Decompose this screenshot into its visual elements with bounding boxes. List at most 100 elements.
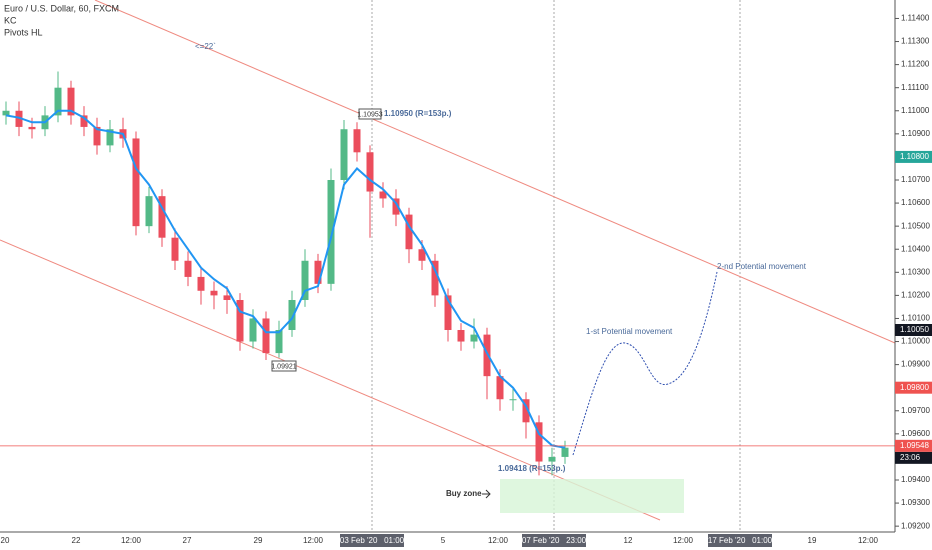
y-tick-label: 1.10400 [901, 244, 930, 253]
x-tick-label: 12:00 [303, 536, 324, 545]
price-tag-label: 1.10800 [900, 152, 929, 161]
candle-body [93, 126, 101, 146]
axes: 1.11400 1.11300 1.11200 1.11100 1.11000 1.109… [1, 14, 932, 547]
candle-body [236, 300, 244, 342]
candle-body [262, 318, 270, 354]
y-tick-label: 1.11400 [901, 14, 930, 23]
candle-body [561, 447, 569, 457]
x-tick-label: 5 [441, 536, 446, 545]
annotation: 1-st Potential movement [586, 327, 673, 336]
plot [0, 71, 895, 476]
candle-body [54, 87, 62, 116]
countdown-bg [895, 451, 932, 464]
x-tick-label: 12:00 [673, 536, 694, 545]
candle-body [379, 191, 387, 199]
candle-body [275, 330, 283, 354]
x-label-bg [708, 534, 772, 547]
candle-body [223, 295, 231, 300]
price-tag [895, 381, 932, 394]
candle-body [158, 196, 166, 238]
price-tag [895, 324, 932, 336]
annotation: <=22` [195, 42, 216, 51]
price-tag-label: 1.09800 [900, 383, 929, 392]
legend-kc: KC [4, 15, 17, 25]
candle-body [405, 214, 413, 250]
candle-body [28, 126, 36, 130]
candle-body [457, 330, 465, 342]
x-tick-label: 12 [624, 536, 633, 545]
kc-line [5, 109, 566, 449]
y-tick-label: 1.10700 [901, 175, 930, 184]
candle-body [509, 399, 517, 401]
candle-body [392, 198, 400, 215]
y-tick-label: 1.09200 [901, 521, 930, 530]
pivot-box [271, 360, 297, 372]
x-label-bg [522, 534, 586, 547]
drawings [0, 0, 896, 532]
x-tick-label: 29 [254, 536, 263, 545]
candle-body [197, 276, 205, 291]
candle-body [2, 110, 10, 116]
y-tick-label: 1.11300 [901, 37, 930, 46]
candle-body [444, 295, 452, 330]
y-tick-label: 1.09900 [901, 360, 930, 369]
candle-body [80, 115, 88, 127]
y-tick-label: 1.09700 [901, 406, 930, 415]
candle-body [210, 290, 218, 296]
x-tick-label: 12:00 [488, 536, 509, 545]
candle-body [249, 318, 257, 342]
candle-body [327, 180, 335, 284]
price-tag-label: 1.10050 [900, 325, 929, 334]
x-tick-label: 19 [808, 536, 817, 545]
x-tick-label: 12:00 [858, 536, 879, 545]
x-tick-label: 03 Feb '20 01:00 [340, 536, 405, 545]
pivot-text: 1.09418 (R=153p.) [498, 464, 566, 473]
y-tick-label: 1.11000 [901, 106, 930, 115]
price-tag [895, 439, 932, 452]
symbol-title: Euro / U.S. Dollar, 60, FXCM [4, 3, 119, 13]
candle-body [340, 129, 348, 180]
y-tick-label: 1.10900 [901, 129, 930, 138]
y-tick-label: 1.10600 [901, 198, 930, 207]
x-tick-label: 07 Feb '20 23:00 [522, 536, 587, 545]
x-tick-label: 17 Feb '20 01:00 [708, 536, 773, 545]
candle-body [301, 260, 309, 300]
countdown: 23:06 [900, 453, 921, 462]
channel-upper [94, 0, 896, 344]
candle-body [67, 87, 75, 116]
price-tag [895, 150, 932, 163]
y-tick-label: 1.10500 [901, 221, 930, 230]
projection [572, 271, 718, 456]
candle-body [418, 249, 426, 261]
arrow [482, 489, 491, 499]
candle-body [15, 110, 23, 127]
buy-zone [500, 479, 684, 513]
pivot-label: 1.10953 [357, 111, 382, 118]
candle-body [431, 260, 439, 296]
candle-body [470, 334, 478, 342]
y-tick-label: 1.10300 [901, 267, 930, 276]
x-tick-label: 12:00 [121, 536, 142, 545]
y-tick-label: 1.10000 [901, 337, 930, 346]
annotations: Euro / U.S. Dollar, 60, FXCM KC Pivots H… [4, 3, 807, 498]
pivot-label: 1.09921 [271, 363, 296, 370]
annotation: Buy zone [446, 489, 482, 498]
x-tick-label: 27 [183, 536, 192, 545]
candle-body [496, 376, 504, 400]
x-label-bg [340, 534, 404, 547]
candle-body [366, 152, 374, 192]
pivot-box [358, 108, 382, 120]
y-tick-label: 1.09400 [901, 475, 930, 484]
annotation: 2-nd Potential movement [717, 262, 807, 271]
y-tick-label: 1.11100 [901, 83, 929, 92]
y-tick-label: 1.09300 [901, 498, 930, 507]
candle-body [522, 399, 530, 423]
candle-body [184, 260, 192, 277]
x-tick-label: 22 [72, 536, 81, 545]
price-tag-label: 1.09548 [900, 441, 929, 450]
y-tick-label: 1.10200 [901, 290, 930, 299]
candle-body [171, 237, 179, 261]
candle-body [535, 422, 543, 462]
candle-body [145, 196, 153, 227]
